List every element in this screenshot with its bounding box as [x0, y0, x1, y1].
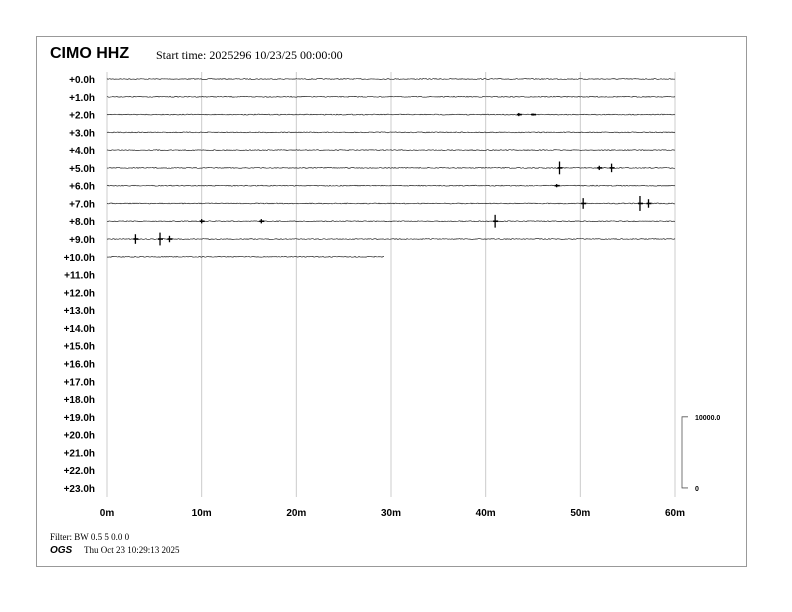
org-logo: OGS	[50, 545, 73, 556]
row-label: +22.0h	[64, 466, 95, 477]
row-label: +15.0h	[64, 342, 95, 353]
trace-row-9	[106, 238, 676, 240]
trace-row-5	[106, 167, 676, 169]
trace-row-0	[106, 78, 676, 80]
row-label: +5.0h	[69, 164, 95, 175]
row-label: +16.0h	[64, 359, 95, 370]
row-label: +0.0h	[69, 75, 95, 86]
row-label: +1.0h	[69, 93, 95, 104]
row-label: +12.0h	[64, 288, 95, 299]
x-tick-label: 50m	[570, 508, 590, 519]
trace-row-3	[106, 131, 676, 134]
row-label: +13.0h	[64, 306, 95, 317]
row-label: +18.0h	[64, 395, 95, 406]
row-label: +10.0h	[64, 253, 95, 264]
trace-row-6	[106, 184, 676, 187]
row-label: +19.0h	[64, 413, 95, 424]
row-label: +3.0h	[69, 128, 95, 139]
x-tick-label: 0m	[100, 508, 115, 519]
row-label: +8.0h	[69, 217, 95, 228]
trace-row-1	[106, 95, 676, 98]
trace-row-10	[106, 255, 385, 258]
row-label: +14.0h	[64, 324, 95, 335]
generated-date: Thu Oct 23 10:29:13 2025	[84, 545, 180, 555]
row-label: +6.0h	[69, 182, 95, 193]
x-tick-label: 10m	[192, 508, 212, 519]
row-label: +2.0h	[69, 111, 95, 122]
scale-bar	[681, 416, 688, 489]
trace-row-4	[106, 149, 676, 151]
row-label: +11.0h	[64, 271, 95, 282]
trace-row-7	[106, 202, 676, 205]
row-label: +17.0h	[64, 377, 95, 388]
filter-info: Filter: BW 0.5 5 0.0 0	[50, 532, 130, 542]
x-tick-label: 30m	[381, 508, 401, 519]
x-tick-label: 20m	[286, 508, 306, 519]
row-label: +21.0h	[64, 448, 95, 459]
x-tick-label: 40m	[476, 508, 496, 519]
start-time: Start time: 2025296 10/23/25 00:00:00	[156, 48, 343, 62]
plot-frame	[36, 36, 747, 567]
scale-top-label: 10000.0	[695, 415, 720, 422]
row-label: +9.0h	[69, 235, 95, 246]
row-label: +4.0h	[69, 146, 95, 157]
trace-row-2	[106, 113, 676, 116]
row-label: +23.0h	[64, 484, 95, 495]
row-label: +20.0h	[64, 431, 95, 442]
station-title: CIMO HHZ	[50, 45, 130, 62]
row-label: +7.0h	[69, 199, 95, 210]
x-tick-label: 60m	[665, 508, 685, 519]
scale-bottom-label: 0	[695, 486, 699, 493]
